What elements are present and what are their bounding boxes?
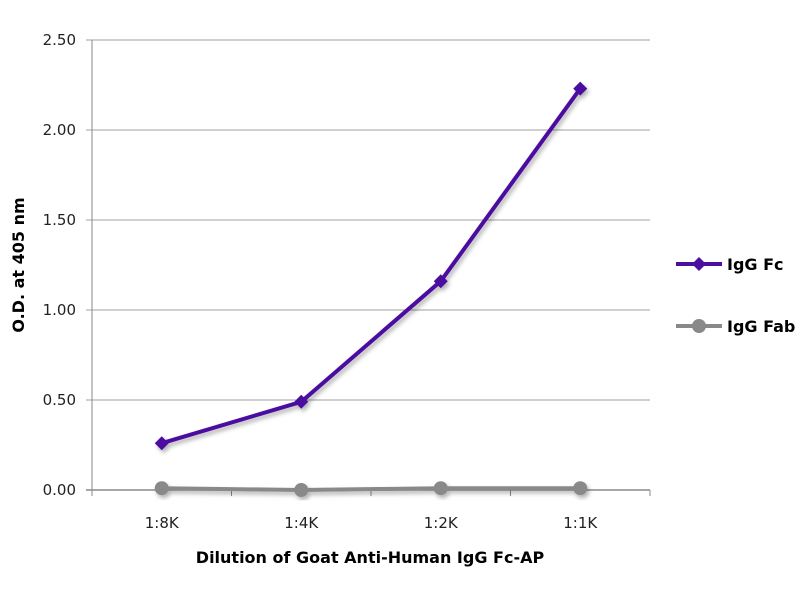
- y-tick-label: 2.00: [43, 121, 76, 139]
- data-point: [154, 436, 169, 451]
- x-tick-label: 1:1K: [563, 514, 598, 532]
- y-tick-label: 2.50: [43, 31, 76, 49]
- y-tick-label: 1.50: [43, 211, 76, 229]
- data-point: [294, 483, 309, 497]
- legend: IgG Fc IgG Fab: [676, 255, 795, 336]
- series-line: [161, 486, 581, 492]
- y-tick-label: 1.00: [43, 301, 76, 319]
- legend-entry: IgG Fc: [676, 255, 784, 274]
- data-point: [433, 481, 448, 496]
- legend-label: IgG Fab: [727, 317, 795, 336]
- tick-labels: 0.00 0.50 1.00 1.50 2.00 2.50 1:8K 1:4K 1:2K 1:1K: [43, 31, 599, 532]
- data-point: [433, 274, 448, 289]
- legend-label: IgG Fc: [727, 255, 784, 274]
- series-igg-fc: [154, 81, 588, 451]
- data-point: [573, 481, 588, 496]
- y-axis-label: O.D. at 405 nm: [9, 197, 28, 332]
- gridlines: [86, 39, 650, 401]
- legend-entry: IgG Fab: [676, 317, 795, 336]
- data-point: [573, 81, 588, 96]
- y-tick-label: 0.50: [43, 391, 76, 409]
- data-point: [294, 394, 309, 409]
- x-tick-label: 1:4K: [284, 514, 319, 532]
- x-tick-label: 1:8K: [145, 514, 180, 532]
- x-tick-label: 1:2K: [424, 514, 459, 532]
- legend-marker-icon: [692, 319, 706, 333]
- x-axis-label: Dilution of Goat Anti-Human IgG Fc-AP: [196, 548, 545, 567]
- series-line: [161, 87, 582, 446]
- series-group: [154, 81, 588, 497]
- data-point: [154, 481, 169, 496]
- legend-marker-icon: [692, 257, 706, 271]
- series-igg-fab: [154, 481, 588, 497]
- y-tick-label: 0.00: [43, 481, 76, 499]
